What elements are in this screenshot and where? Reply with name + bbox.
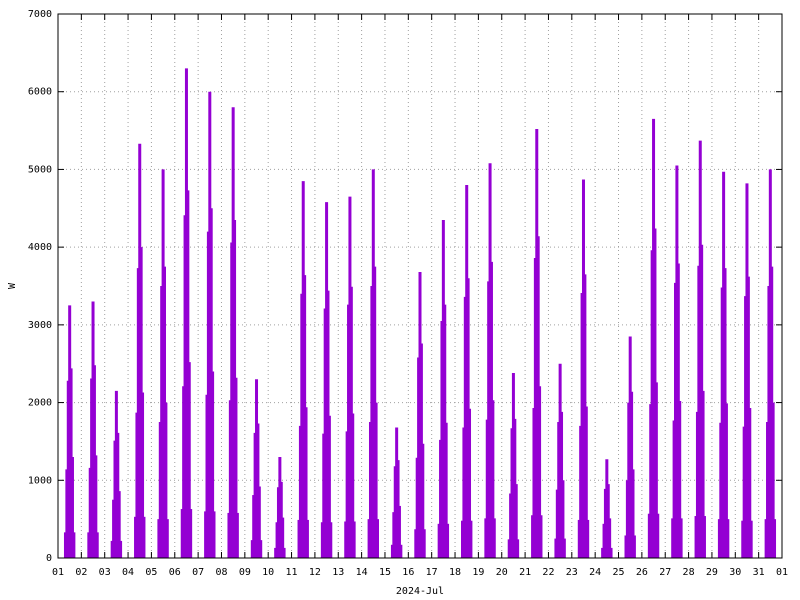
y-tick-label: 1000 <box>28 475 52 486</box>
x-tick-label: 16 <box>402 567 414 578</box>
y-tick-label: 4000 <box>28 242 52 253</box>
x-tick-label: 18 <box>449 567 461 578</box>
x-tick-label: 19 <box>472 567 484 578</box>
x-tick-label: 02 <box>75 567 87 578</box>
x-tick-label: 06 <box>169 567 181 578</box>
x-tick-label: 08 <box>215 567 227 578</box>
x-tick-label: 26 <box>636 567 648 578</box>
x-tick-label: 23 <box>566 567 578 578</box>
x-tick-label: 15 <box>379 567 391 578</box>
x-tick-label: 22 <box>542 567 554 578</box>
x-tick-label: 14 <box>356 567 368 578</box>
x-tick-label: 30 <box>729 567 741 578</box>
x-tick-label: 10 <box>262 567 274 578</box>
x-tick-label: 27 <box>659 567 671 578</box>
x-tick-label: 31 <box>753 567 765 578</box>
x-tick-label: 25 <box>612 567 624 578</box>
y-axis-label: W <box>7 282 18 289</box>
x-axis-label: 2024-Jul <box>396 586 444 597</box>
x-tick-label: 09 <box>239 567 251 578</box>
x-tick-label: 24 <box>589 567 601 578</box>
x-tick-label: 12 <box>309 567 321 578</box>
x-tick-label: 07 <box>192 567 204 578</box>
y-tick-label: 3000 <box>28 320 52 331</box>
x-tick-label: 29 <box>706 567 718 578</box>
x-tick-label: 21 <box>519 567 531 578</box>
y-tick-label: 2000 <box>28 398 52 409</box>
x-tick-label: 03 <box>99 567 111 578</box>
y-tick-label: 7000 <box>28 9 52 20</box>
x-tick-label: 01 <box>52 567 64 578</box>
plot-frame <box>57 13 783 559</box>
y-tick-label: 0 <box>46 553 52 564</box>
x-tick-label: 28 <box>683 567 695 578</box>
x-tick-label: 01 <box>776 567 788 578</box>
x-tick-label: 05 <box>145 567 157 578</box>
x-tick-label: 11 <box>286 567 298 578</box>
x-tick-label: 17 <box>426 567 438 578</box>
x-tick-label: 20 <box>496 567 508 578</box>
x-tick-label: 04 <box>122 567 134 578</box>
y-tick-label: 5000 <box>28 164 52 175</box>
x-tick-label: 13 <box>332 567 344 578</box>
y-tick-label: 6000 <box>28 87 52 98</box>
